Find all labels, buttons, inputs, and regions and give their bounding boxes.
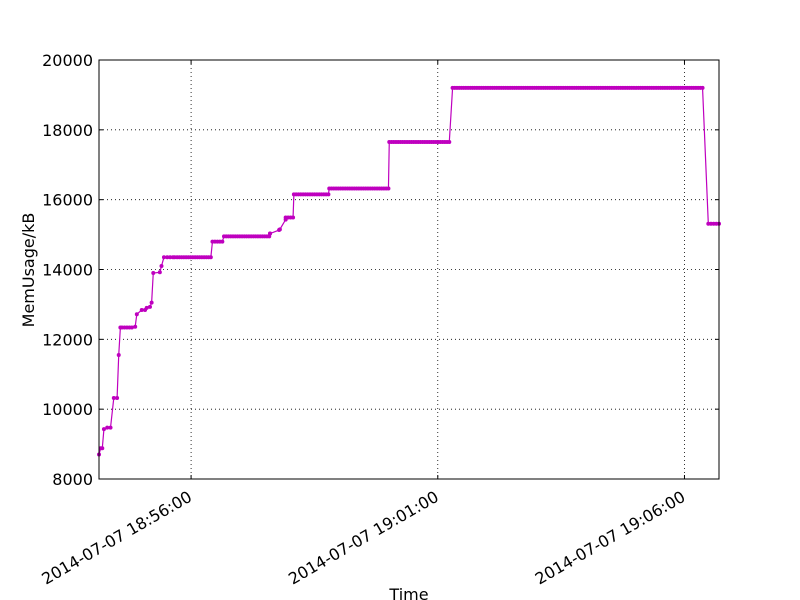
y-axis-label: MemUsage/kB [19, 213, 38, 328]
x-tick-label: 2014-07-07 19:01:00 [285, 487, 442, 588]
data-point [220, 239, 225, 244]
data-point [157, 270, 162, 275]
data-point [105, 425, 110, 430]
data-point [291, 215, 296, 220]
data-point [149, 300, 154, 305]
data-point [139, 308, 144, 313]
data-point [161, 255, 166, 260]
data-point [168, 255, 173, 260]
y-tick-label: 14000 [42, 261, 93, 280]
data-point [144, 305, 149, 310]
data-point [208, 255, 213, 260]
data-point [326, 192, 331, 197]
data-point [147, 304, 152, 309]
x-tick-label: 2014-07-07 18:56:00 [38, 487, 195, 588]
data-point [277, 227, 282, 232]
data-point [115, 395, 120, 400]
x-tick-label: 2014-07-07 19:06:00 [532, 487, 689, 588]
data-point [386, 186, 391, 191]
data-point [111, 395, 116, 400]
x-axis-label: Time [388, 585, 428, 600]
data-point [129, 325, 134, 330]
y-tick-label: 18000 [42, 121, 93, 140]
y-tick-label: 20000 [42, 51, 93, 70]
data-point [108, 425, 113, 430]
data-point [116, 353, 121, 358]
data-point [159, 264, 164, 269]
series-layer [97, 85, 721, 457]
data-point [700, 85, 705, 90]
y-tick-label: 8000 [52, 470, 93, 489]
data-point [134, 312, 139, 317]
y-tick-label: 10000 [42, 400, 93, 419]
data-point [151, 270, 156, 275]
y-tick-label: 16000 [42, 191, 93, 210]
y-tick-label: 12000 [42, 330, 93, 349]
data-point [268, 231, 273, 236]
data-point [165, 255, 170, 260]
data-point [133, 324, 138, 329]
data-point [101, 427, 106, 432]
gridlines [99, 60, 719, 479]
data-point [100, 446, 105, 451]
data-point [447, 140, 452, 145]
